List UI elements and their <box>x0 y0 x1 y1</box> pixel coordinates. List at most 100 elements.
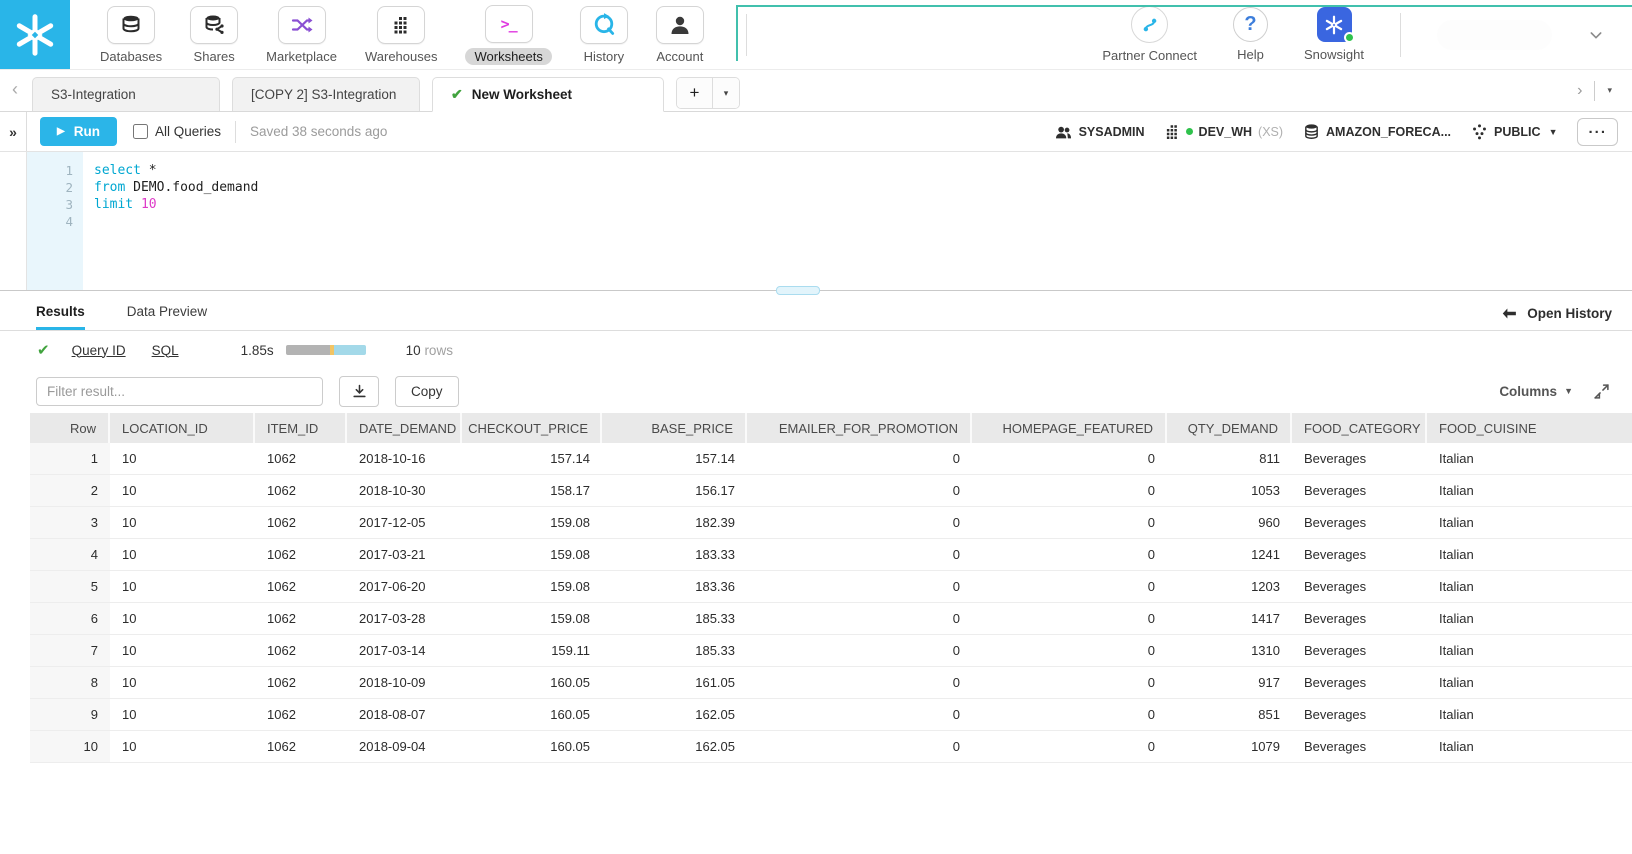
cell[interactable]: 0 <box>952 579 960 594</box>
cell[interactable]: 10 <box>122 611 137 626</box>
cell[interactable]: Beverages <box>1304 451 1367 466</box>
cell[interactable]: Beverages <box>1304 675 1367 690</box>
run-button[interactable]: ▶ Run <box>40 117 117 146</box>
cell[interactable]: 0 <box>1147 515 1155 530</box>
cell[interactable]: Italian <box>1439 643 1474 658</box>
open-history-button[interactable]: Open History <box>1501 306 1612 321</box>
cell[interactable]: 1062 <box>267 707 296 722</box>
cell[interactable]: 811 <box>1259 451 1280 466</box>
cell[interactable]: 0 <box>1147 643 1155 658</box>
warehouse-selector[interactable]: DEV_WH (XS) <box>1165 124 1283 139</box>
cell[interactable]: 960 <box>1258 515 1280 530</box>
cell[interactable]: 0 <box>952 483 960 498</box>
splitter-handle[interactable] <box>776 286 820 295</box>
cell[interactable]: 1241 <box>1251 547 1280 562</box>
columns-dropdown[interactable]: Columns ▼ <box>1499 384 1573 399</box>
table-row[interactable]: 9 10 1062 2018-08-07 160.05 162.05 0 0 851 Bevera… <box>30 699 1632 731</box>
column-header-homepage_featured[interactable]: HOMEPAGE_FEATURED <box>972 413 1167 443</box>
cell[interactable]: 1203 <box>1251 579 1280 594</box>
column-header-food_cuisine[interactable]: FOOD_CUISINE <box>1439 420 1537 436</box>
nav-item-worksheets[interactable]: >_ Worksheets <box>465 4 552 65</box>
partner-connect-button[interactable]: Partner Connect <box>1102 6 1197 63</box>
cell[interactable]: 1062 <box>267 739 296 754</box>
cell[interactable]: 1062 <box>267 643 296 658</box>
cell[interactable]: 1310 <box>1251 643 1280 658</box>
query-id-link[interactable]: Query ID <box>71 342 126 358</box>
cell[interactable]: 4 <box>30 539 110 570</box>
table-row[interactable]: 3 10 1062 2017-12-05 159.08 182.39 0 0 960 Bevera… <box>30 507 1632 539</box>
table-row[interactable]: 7 10 1062 2017-03-14 159.11 185.33 0 0 1310 Bever… <box>30 635 1632 667</box>
cell[interactable]: 10 <box>122 643 137 658</box>
table-row[interactable]: 2 10 1062 2018-10-30 158.17 156.17 0 0 1053 Bever… <box>30 475 1632 507</box>
cell[interactable]: 2018-10-09 <box>359 675 426 690</box>
cell[interactable]: 7 <box>30 635 110 666</box>
cell[interactable]: 10 <box>122 547 137 562</box>
cell[interactable]: 1062 <box>267 675 296 690</box>
cell[interactable]: 183.33 <box>695 547 735 562</box>
cell[interactable]: 1062 <box>267 451 296 466</box>
tabs-scroll-left-icon[interactable]: ‹ <box>12 79 18 99</box>
cell[interactable]: 1053 <box>1251 483 1280 498</box>
copy-button[interactable]: Copy <box>395 375 459 407</box>
cell[interactable]: 2018-10-16 <box>359 451 426 466</box>
table-row[interactable]: 1 10 1062 2018-10-16 157.14 157.14 0 0 811 Bevera… <box>30 443 1632 475</box>
cell[interactable]: 162.05 <box>695 739 735 754</box>
cell[interactable]: Italian <box>1439 739 1474 754</box>
cell[interactable]: 1062 <box>267 579 296 594</box>
column-header-location_id[interactable]: LOCATION_ID <box>110 413 255 443</box>
table-row[interactable]: 8 10 1062 2018-10-09 160.05 161.05 0 0 917 Bevera… <box>30 667 1632 699</box>
account-menu-chevron-icon[interactable] <box>1588 27 1604 43</box>
cell[interactable]: 0 <box>1147 739 1155 754</box>
filter-input[interactable] <box>36 376 323 406</box>
table-row[interactable]: 6 10 1062 2017-03-28 159.08 185.33 0 0 1417 Bever… <box>30 603 1632 635</box>
cell[interactable]: 917 <box>1258 675 1280 690</box>
snowflake-logo[interactable] <box>0 0 70 69</box>
cell[interactable]: 851 <box>1258 707 1280 722</box>
tab-new-worksheet[interactable]: ✔ New Worksheet <box>432 77 664 112</box>
cell[interactable]: Italian <box>1439 707 1474 722</box>
schema-selector[interactable]: PUBLIC ▼ <box>1471 123 1557 140</box>
column-header-item_id[interactable]: ITEM_ID <box>255 413 347 443</box>
cell[interactable]: 2 <box>30 475 110 506</box>
cell[interactable]: Italian <box>1439 611 1474 626</box>
cell[interactable]: 159.08 <box>550 547 590 562</box>
role-selector[interactable]: SYSADMIN <box>1054 124 1145 140</box>
sql-link[interactable]: SQL <box>151 342 179 358</box>
column-header-emailer_for_promotion[interactable]: EMAILER_FOR_PROMOTION <box>747 413 972 443</box>
cell[interactable]: 182.39 <box>695 515 735 530</box>
cell[interactable]: 6 <box>30 603 110 634</box>
cell[interactable]: 157.14 <box>695 451 735 466</box>
cell[interactable]: 157.14 <box>550 451 590 466</box>
tab-copy2-s3-integration[interactable]: [COPY 2] S3-Integration <box>232 77 420 111</box>
cell[interactable]: 185.33 <box>695 611 735 626</box>
cell[interactable]: 0 <box>1147 483 1155 498</box>
tab-list-dropdown-icon[interactable]: ▾ <box>1607 85 1612 95</box>
column-header-date_demand[interactable]: DATE_DEMAND <box>347 413 462 443</box>
cell[interactable]: 10 <box>122 483 137 498</box>
help-button[interactable]: ? Help <box>1233 7 1269 62</box>
cell[interactable]: 156.17 <box>695 483 735 498</box>
cell[interactable]: 0 <box>952 675 960 690</box>
cell[interactable]: 2018-10-30 <box>359 483 426 498</box>
cell[interactable]: 160.05 <box>550 739 590 754</box>
cell[interactable]: 159.11 <box>551 643 590 658</box>
expand-results-icon[interactable] <box>1593 383 1610 400</box>
cell[interactable]: 2017-03-28 <box>359 611 426 626</box>
cell[interactable]: 10 <box>122 579 137 594</box>
cell[interactable]: 0 <box>1147 611 1155 626</box>
column-header-base_price[interactable]: BASE_PRICE <box>602 413 747 443</box>
cell[interactable]: 8 <box>30 667 110 698</box>
cell[interactable]: Beverages <box>1304 739 1367 754</box>
cell[interactable]: 2017-03-21 <box>359 547 426 562</box>
nav-item-account[interactable]: Account <box>655 5 704 64</box>
tab-s3-integration[interactable]: S3-Integration <box>32 77 220 111</box>
cell[interactable]: 0 <box>952 643 960 658</box>
column-header-row[interactable]: Row <box>30 413 110 443</box>
tab-results[interactable]: Results <box>36 304 85 330</box>
nav-item-history[interactable]: History <box>579 5 628 64</box>
cell[interactable]: 9 <box>30 699 110 730</box>
cell[interactable]: Beverages <box>1304 483 1367 498</box>
cell[interactable]: 10 <box>122 707 137 722</box>
cell[interactable]: 3 <box>30 507 110 538</box>
cell[interactable]: 5 <box>30 571 110 602</box>
